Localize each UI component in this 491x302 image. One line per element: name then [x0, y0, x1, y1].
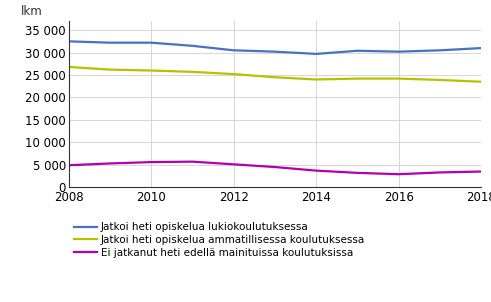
Jatkoi heti opiskelua lukiokoulutuksessa — [148, 41, 154, 44]
Line: Jatkoi heti opiskelua ammatillisessa koulutuksessa: Jatkoi heti opiskelua ammatillisessa kou… — [69, 67, 481, 82]
Jatkoi heti opiskelua lukiokoulutuksessa — [478, 46, 484, 50]
Jatkoi heti opiskelua ammatillisessa koulutuksessa — [107, 68, 113, 72]
Jatkoi heti opiskelua ammatillisessa koulutuksessa — [66, 65, 72, 69]
Text: lkm: lkm — [21, 5, 43, 18]
Ei jatkanut heti edellä mainituissa koulutuksissa — [272, 165, 278, 169]
Jatkoi heti opiskelua ammatillisessa koulutuksessa — [437, 78, 443, 82]
Jatkoi heti opiskelua lukiokoulutuksessa — [272, 50, 278, 53]
Jatkoi heti opiskelua ammatillisessa koulutuksessa — [478, 80, 484, 84]
Jatkoi heti opiskelua ammatillisessa koulutuksessa — [272, 76, 278, 79]
Ei jatkanut heti edellä mainituissa koulutuksissa — [478, 170, 484, 173]
Jatkoi heti opiskelua lukiokoulutuksessa — [231, 49, 237, 52]
Jatkoi heti opiskelua ammatillisessa koulutuksessa — [396, 77, 402, 80]
Jatkoi heti opiskelua lukiokoulutuksessa — [355, 49, 360, 53]
Jatkoi heti opiskelua lukiokoulutuksessa — [437, 49, 443, 52]
Ei jatkanut heti edellä mainituissa koulutuksissa — [396, 172, 402, 176]
Jatkoi heti opiskelua lukiokoulutuksessa — [313, 52, 319, 56]
Jatkoi heti opiskelua ammatillisessa koulutuksessa — [148, 69, 154, 72]
Jatkoi heti opiskelua ammatillisessa koulutuksessa — [190, 70, 195, 74]
Legend: Jatkoi heti opiskelua lukiokoulutuksessa, Jatkoi heti opiskelua ammatillisessa k: Jatkoi heti opiskelua lukiokoulutuksessa… — [74, 222, 365, 258]
Ei jatkanut heti edellä mainituissa koulutuksissa — [231, 162, 237, 166]
Ei jatkanut heti edellä mainituissa koulutuksissa — [313, 169, 319, 172]
Ei jatkanut heti edellä mainituissa koulutuksissa — [437, 171, 443, 174]
Jatkoi heti opiskelua lukiokoulutuksessa — [396, 50, 402, 53]
Line: Ei jatkanut heti edellä mainituissa koulutuksissa: Ei jatkanut heti edellä mainituissa koul… — [69, 162, 481, 174]
Ei jatkanut heti edellä mainituissa koulutuksissa — [66, 163, 72, 167]
Ei jatkanut heti edellä mainituissa koulutuksissa — [355, 171, 360, 175]
Jatkoi heti opiskelua lukiokoulutuksessa — [190, 44, 195, 48]
Ei jatkanut heti edellä mainituissa koulutuksissa — [190, 160, 195, 163]
Jatkoi heti opiskelua ammatillisessa koulutuksessa — [313, 78, 319, 81]
Jatkoi heti opiskelua ammatillisessa koulutuksessa — [355, 77, 360, 80]
Jatkoi heti opiskelua ammatillisessa koulutuksessa — [231, 72, 237, 76]
Line: Jatkoi heti opiskelua lukiokoulutuksessa: Jatkoi heti opiskelua lukiokoulutuksessa — [69, 41, 481, 54]
Jatkoi heti opiskelua lukiokoulutuksessa — [66, 40, 72, 43]
Ei jatkanut heti edellä mainituissa koulutuksissa — [107, 162, 113, 165]
Ei jatkanut heti edellä mainituissa koulutuksissa — [148, 160, 154, 164]
Jatkoi heti opiskelua lukiokoulutuksessa — [107, 41, 113, 44]
